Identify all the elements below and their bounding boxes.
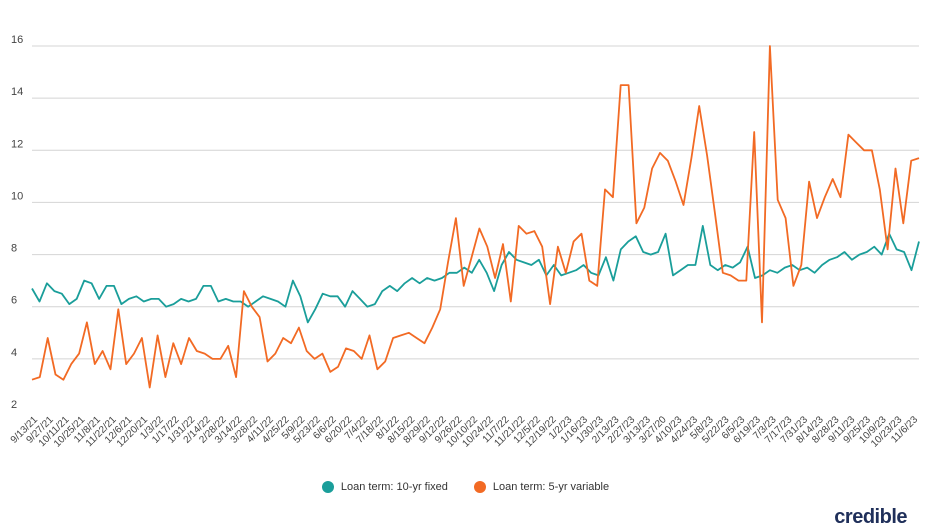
legend-item-fixed: Loan term: 10-yr fixed: [321, 481, 448, 493]
y-tick-label: 2: [11, 399, 17, 411]
legend-swatch-variable: [473, 481, 486, 493]
y-tick-label: 6: [11, 295, 17, 307]
x-axis-ticks: 9/13/219/27/2110/11/2110/25/2111/8/2111/…: [9, 414, 921, 450]
brand-logo: credible: [834, 506, 907, 528]
y-tick-label: 4: [11, 347, 17, 359]
y-tick-label: 12: [11, 138, 23, 150]
legend-swatch-fixed: [321, 481, 334, 493]
series-line-fixed: [31, 224, 920, 324]
y-tick-label: 8: [11, 243, 17, 255]
y-axis-ticks: 2 4 6 8 10 12 14 16: [11, 34, 23, 411]
y-tick-label: 14: [11, 86, 23, 98]
gridlines: [32, 45, 919, 360]
series-lines: [31, 45, 920, 389]
line-chart: 2 4 6 8 10 12 14 16 9/13/219/27/2110/11/2110/25…: [9, 34, 921, 450]
legend: Loan term: 10-yr fixed Loan term: 5-yr v…: [0, 478, 931, 496]
series-line-variable: [31, 45, 920, 389]
y-tick-label: 10: [11, 190, 23, 202]
legend-label-variable: Loan term: 5-yr variable: [492, 481, 610, 493]
legend-label-fixed: Loan term: 10-yr fixed: [340, 481, 448, 493]
y-tick-label: 16: [11, 34, 23, 46]
legend-item-variable: Loan term: 5-yr variable: [473, 481, 610, 493]
